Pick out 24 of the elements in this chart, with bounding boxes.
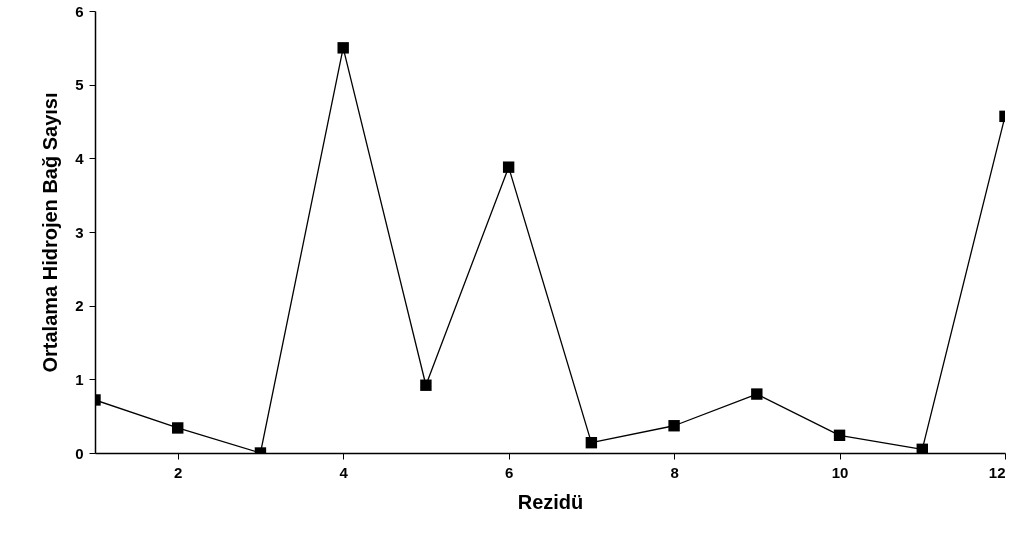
x-axis-title: Rezidü [517,490,584,513]
x-tick-label: 2 [174,463,183,481]
x-tick-label: 6 [504,463,514,481]
x-tick-label: 8 [670,463,679,481]
point [585,436,598,449]
point [502,161,515,173]
point [420,379,432,391]
point [916,443,928,453]
y-axis-title: Ortalama Hidrojen Bağ Sayısı [39,92,62,373]
y-tick-label: 6 [75,2,84,20]
point [833,429,846,442]
y-tick-label: 2 [75,297,84,315]
y-tick-label: 1 [75,370,84,388]
y-tick-label: 0 [75,444,84,462]
y-tick-label: 4 [75,149,85,167]
x-tick-label: 4 [339,463,349,481]
y-tick-label: 3 [75,223,84,241]
point [337,42,349,54]
point [668,420,680,432]
point [751,388,763,400]
x-tick-label: 12 [988,463,1006,481]
x-tick-label: 10 [831,463,849,481]
point [172,422,184,434]
y-tick-label: 5 [75,76,84,94]
